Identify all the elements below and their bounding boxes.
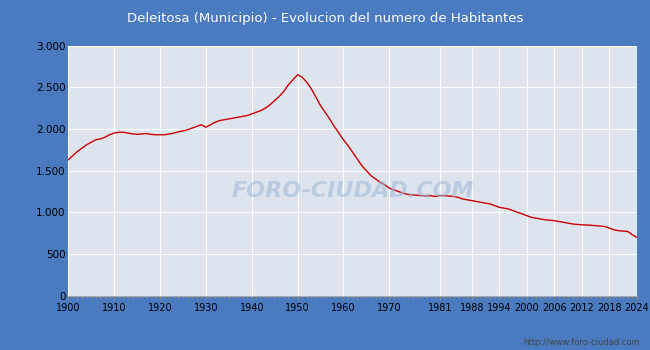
Text: http://www.foro-ciudad.com: http://www.foro-ciudad.com (523, 338, 640, 347)
Text: FORO-CIUDAD.COM: FORO-CIUDAD.COM (231, 181, 474, 201)
Text: Deleitosa (Municipio) - Evolucion del numero de Habitantes: Deleitosa (Municipio) - Evolucion del nu… (127, 12, 523, 25)
